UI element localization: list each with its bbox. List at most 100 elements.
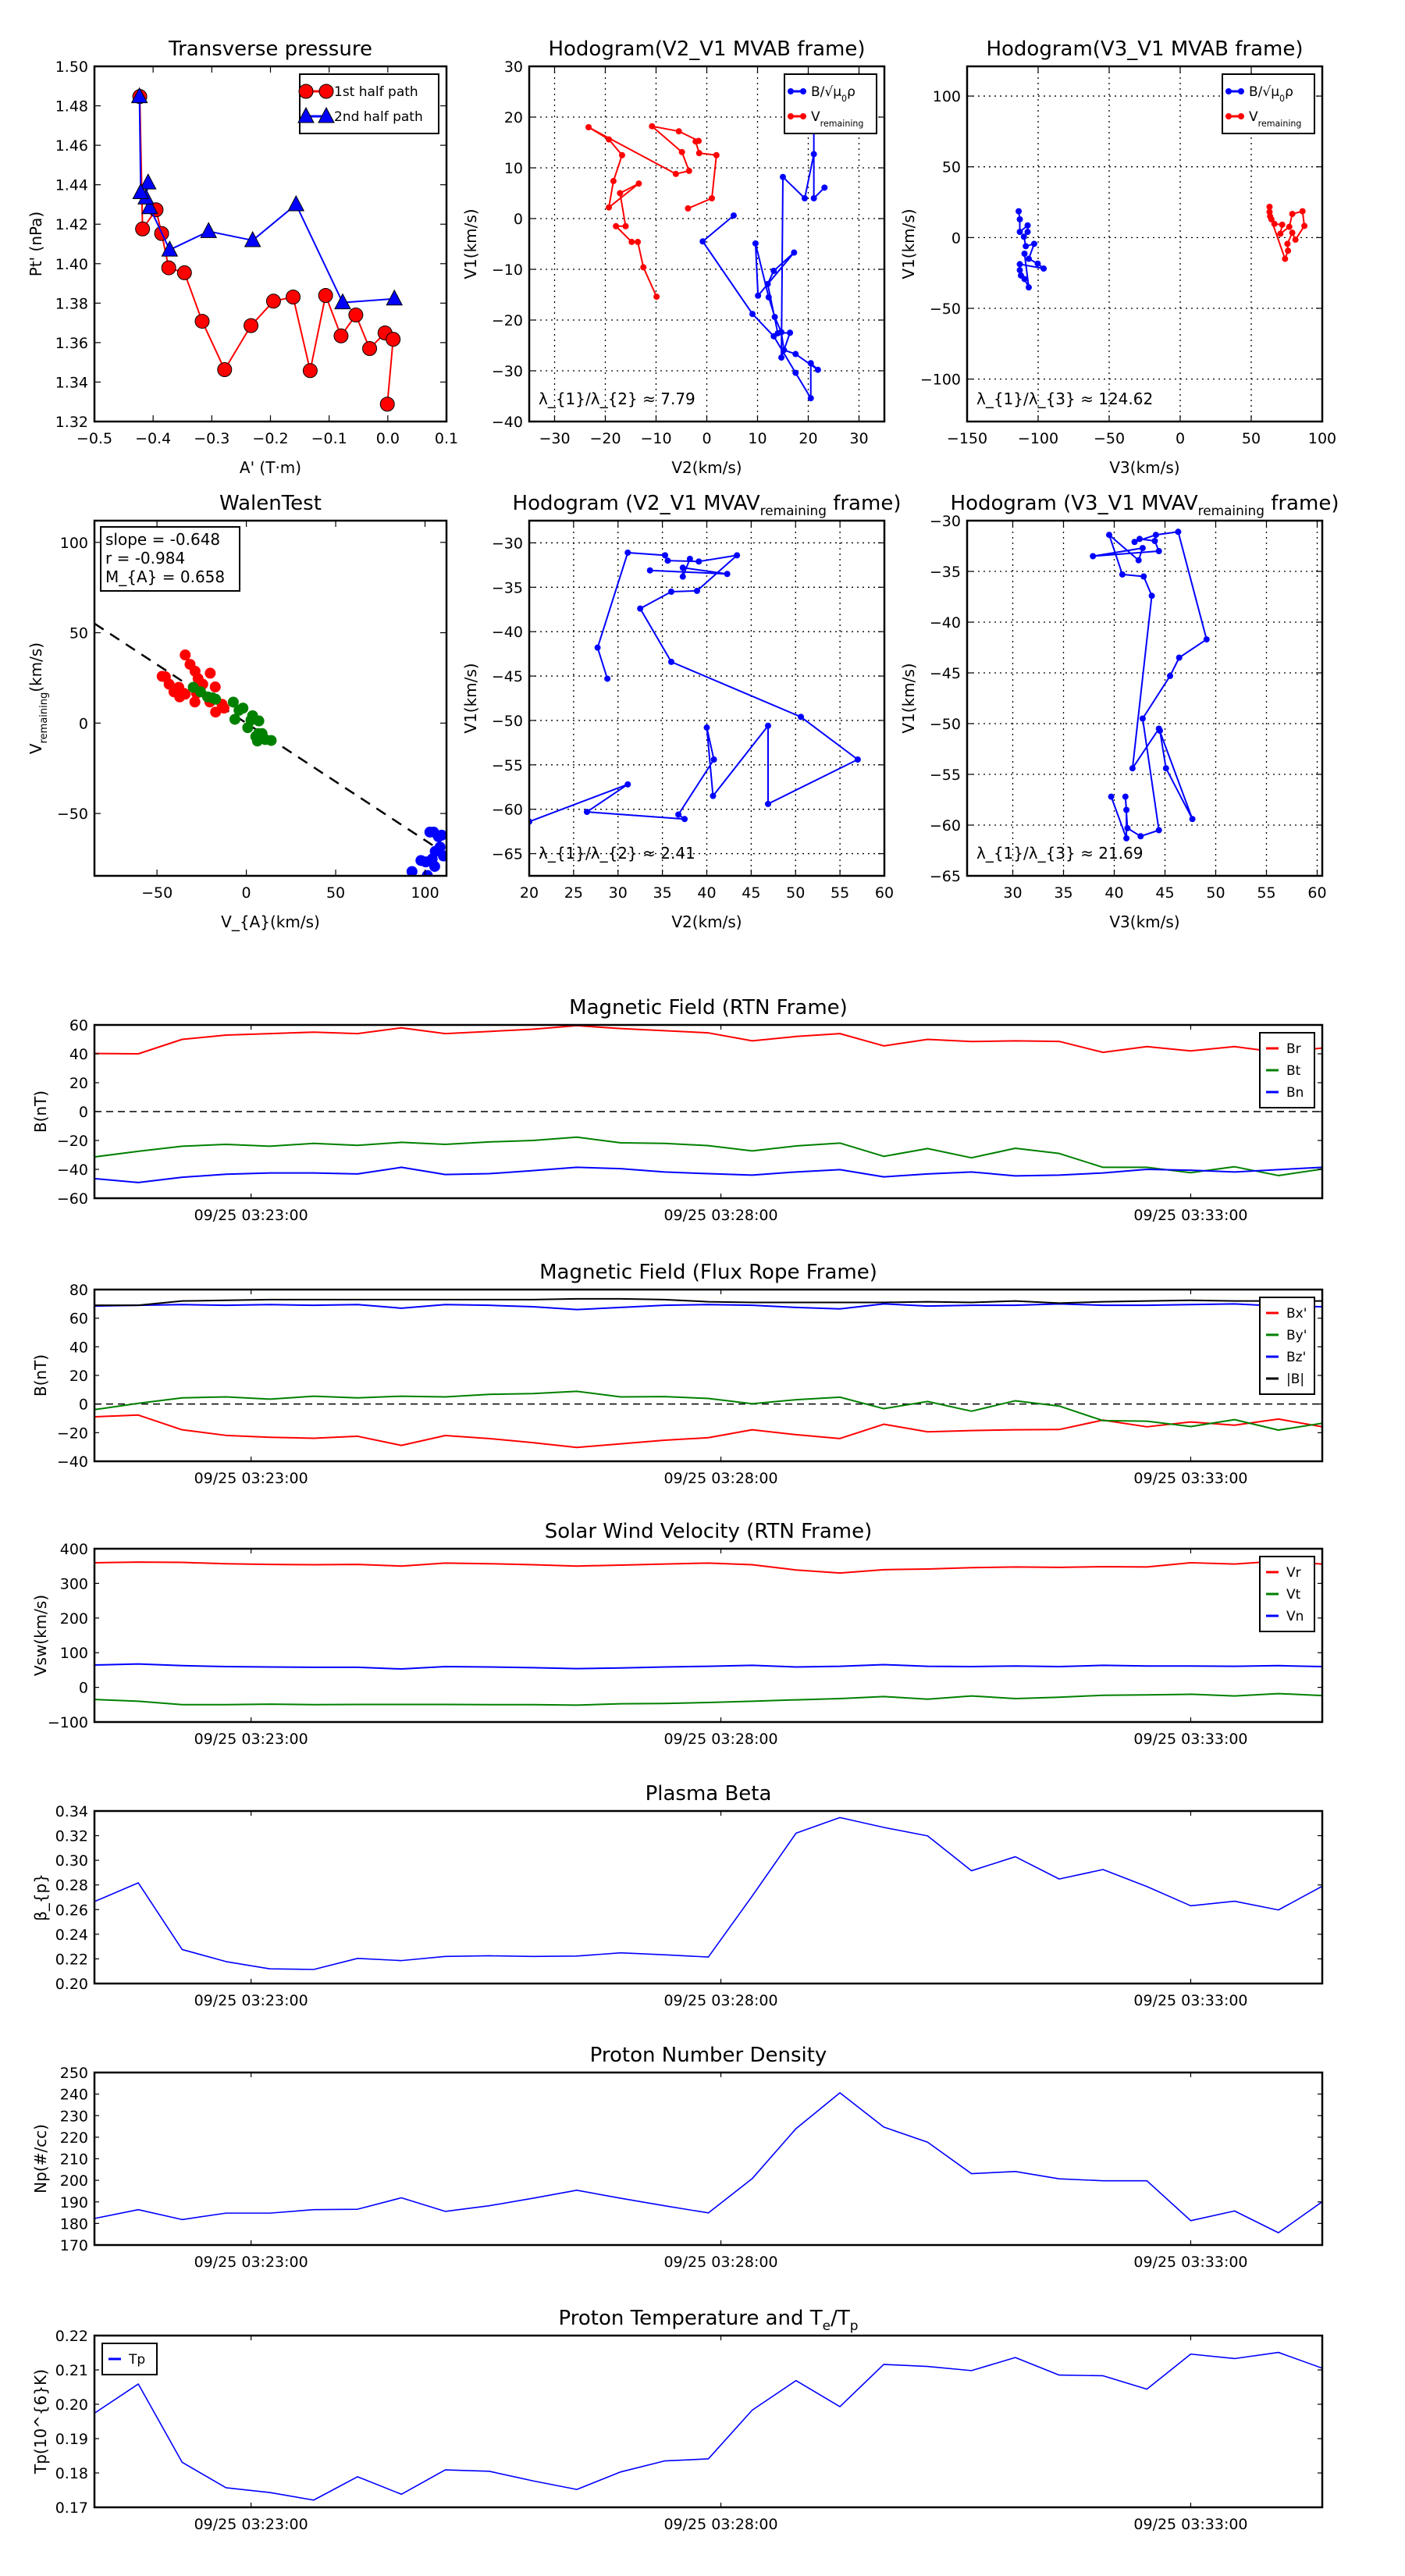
series-line-np: [94, 2092, 1322, 2234]
series-bn: [94, 1166, 1322, 1183]
y-axis-label: Np(#/cc): [31, 2124, 50, 2194]
data-point-blue: [420, 856, 432, 868]
data-point-trajectory: [1131, 539, 1138, 546]
data-point-v-remaining: [695, 150, 702, 157]
x-tick-label: −20: [589, 430, 621, 447]
legend-label: Vremaining: [1249, 109, 1301, 129]
legend: Tp: [101, 2343, 158, 2375]
series-green: [187, 681, 277, 747]
plot-area: [94, 1560, 1322, 1706]
legend-label: 2nd half path: [334, 109, 423, 125]
data-point-trajectory: [1162, 765, 1169, 772]
y-tick-label: 300: [60, 1575, 88, 1592]
series-tp: [94, 2351, 1322, 2501]
proton-temperature-chart: 09/25 03:23:00 09/25 03:28:00 09/25 03:33:…: [31, 2307, 1324, 2533]
data-point-2nd-half-path: [334, 293, 351, 310]
y-tick-label: 0.24: [55, 1927, 88, 1944]
y-tick-label: 0.19: [55, 2431, 88, 2448]
series-line-br: [94, 1025, 1322, 1055]
eigenvalue-ratio-annotation: λ_{1}/λ_{2} ≈ 2.41: [539, 844, 695, 863]
y-tick-label: 1.40: [55, 256, 88, 273]
data-point-1st-half-path: [362, 340, 378, 356]
plot-area: [529, 549, 861, 825]
x-tick-label: 09/25 03:33:00: [1133, 1470, 1247, 1487]
legend-marker: [800, 113, 806, 119]
legend-label: B/√μ0ρ: [811, 84, 855, 104]
x-tick-label: 30: [849, 430, 868, 447]
y-tick-label: 1.42: [55, 216, 88, 233]
y-tick-label: 40: [69, 1046, 88, 1063]
data-point-v-remaining: [606, 136, 613, 143]
data-point-v-remaining: [606, 204, 613, 211]
y-tick-label: 0: [951, 229, 961, 247]
x-tick-label: 0: [1176, 430, 1185, 447]
y-tick-label: −20: [492, 312, 523, 329]
series-b-0: [1016, 208, 1048, 291]
data-point-v-remaining: [618, 151, 625, 158]
data-point-trajectory: [798, 713, 805, 720]
y-tick-label: −30: [492, 535, 523, 552]
y-tick-label: 400: [60, 1541, 88, 1558]
x-tick-label: −50: [1094, 430, 1125, 447]
data-point-v-remaining: [1299, 208, 1306, 215]
data-point-b-0: [774, 329, 781, 336]
y-axis-label: V1(km/s): [461, 663, 480, 733]
legend-label: Tp: [128, 2352, 145, 2368]
chart-title: Proton Temperature and Te/Tp: [559, 2307, 859, 2333]
series-line-beta: [94, 1816, 1322, 1970]
x-tick-label: 60: [875, 884, 894, 902]
legend-label: Bn: [1286, 1085, 1304, 1101]
data-point-red: [218, 703, 229, 714]
x-tick-label: 09/25 03:28:00: [663, 2254, 777, 2271]
chart-title: Hodogram(V3_V1 MVAB frame): [986, 37, 1303, 61]
data-point-b-0: [807, 395, 814, 402]
y-tick-label: 100: [60, 535, 88, 552]
series-red: [156, 649, 229, 718]
statistics-box-frame: [100, 526, 240, 592]
statistics-line: slope = -0.648: [105, 530, 220, 549]
x-tick-label: 20: [799, 430, 817, 447]
data-point-trajectory: [1176, 654, 1183, 661]
data-point-trajectory-b: [646, 567, 653, 574]
y-tick-label: 190: [60, 2194, 88, 2211]
legend-marker: [1238, 88, 1244, 94]
legend-label: Bx': [1286, 1306, 1307, 1322]
data-point-trajectory: [664, 557, 671, 564]
legend-label: Vremaining: [811, 109, 863, 129]
data-point-trajectory: [1090, 553, 1097, 560]
x-tick-label: 50: [326, 884, 345, 902]
data-point-v-remaining: [613, 222, 620, 229]
data-point-1st-half-path: [161, 260, 176, 276]
data-point-blue: [429, 860, 440, 872]
x-tick-label: 09/25 03:28:00: [663, 1207, 777, 1224]
legend: 1st half path 2nd half path: [297, 73, 439, 134]
data-point-b-0: [1025, 255, 1032, 262]
hodogram-v3-v1-mvav-chart: 30 35 40 45 50 55 60 −65 −60 −55 −50 −45 −40 −35 −30Ho…: [899, 492, 1339, 931]
statistics-line: r = -0.984: [105, 549, 185, 568]
data-point-1st-half-path: [386, 332, 401, 347]
legend: Br Bt Bn: [1259, 1032, 1315, 1108]
data-point-green: [245, 714, 257, 726]
legend-label: Vn: [1286, 1609, 1304, 1624]
legend-box: [299, 73, 439, 134]
x-axis-label: V3(km/s): [1109, 913, 1179, 931]
data-point-b-0: [1034, 260, 1041, 267]
data-point-red: [189, 696, 201, 708]
data-point-trajectory: [1123, 806, 1130, 813]
legend-box: [1259, 1032, 1315, 1108]
series-line-vn: [94, 1663, 1322, 1670]
x-tick-label: 30: [1003, 884, 1022, 902]
data-point-trajectory: [1122, 793, 1129, 800]
data-point-v-remaining: [1279, 221, 1286, 228]
magnetic-field-rtn-chart: 09/25 03:23:00 09/25 03:28:00 09/25 03:33:…: [31, 996, 1324, 1224]
legend-marker: [318, 106, 335, 123]
legend-marker: [800, 88, 806, 94]
series-line-tp: [94, 2351, 1322, 2501]
series-bt: [94, 1136, 1322, 1176]
x-tick-label: 25: [564, 884, 583, 902]
series-trajectory: [1090, 528, 1210, 841]
y-axis-label: Vremaining(km/s): [27, 642, 50, 754]
data-point-trajectory: [604, 675, 611, 682]
y-tick-label: 1.36: [55, 335, 88, 352]
